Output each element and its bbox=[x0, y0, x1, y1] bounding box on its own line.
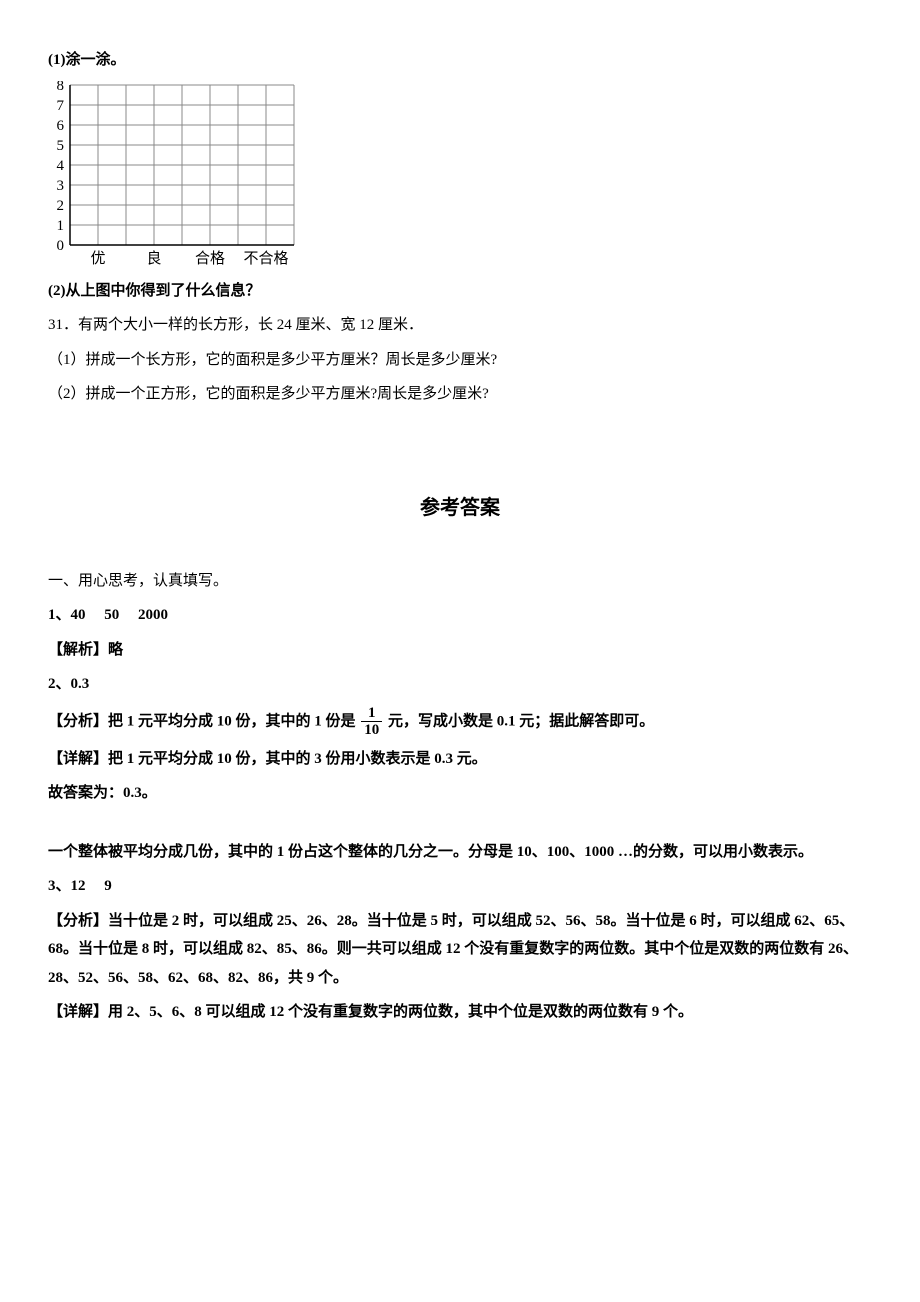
svg-text:2: 2 bbox=[57, 198, 65, 214]
a2-line: 2、0.3 bbox=[48, 670, 872, 699]
a2-ana-pre: 【分析】把 1 元平均分成 10 份，其中的 1 份是 bbox=[48, 713, 356, 729]
a2-detail: 【详解】把 1 元平均分成 10 份，其中的 3 份用小数表示是 0.3 元。 bbox=[48, 745, 872, 774]
note-line: 一个整体被平均分成几份，其中的 1 份占这个整体的几分之一。分母是 10、100… bbox=[48, 838, 872, 867]
a3-analysis: 【分析】当十位是 2 时，可以组成 25、26、28。当十位是 5 时，可以组成… bbox=[48, 907, 872, 993]
q1-label: (1)涂一涂。 bbox=[48, 46, 872, 75]
svg-text:良: 良 bbox=[146, 250, 161, 267]
svg-text:0: 0 bbox=[57, 238, 65, 254]
a1-explain: 【解析】略 bbox=[48, 636, 872, 665]
svg-text:5: 5 bbox=[57, 138, 65, 154]
chart-grid: 8 7 6 5 4 3 2 1 0 优 良 合格 不合格 bbox=[48, 81, 872, 267]
svg-text:1: 1 bbox=[57, 218, 65, 234]
q31-part2: （2）拼成一个正方形，它的面积是多少平方厘米?周长是多少厘米? bbox=[48, 380, 872, 409]
a1-line: 1、40 50 2000 bbox=[48, 601, 872, 630]
a3-line: 3、12 9 bbox=[48, 872, 872, 901]
svg-text:不合格: 不合格 bbox=[243, 250, 288, 267]
q2-label: (2)从上图中你得到了什么信息？ bbox=[48, 277, 872, 306]
svg-text:6: 6 bbox=[57, 118, 65, 134]
q31-part1: （1）拼成一个长方形，它的面积是多少平方厘米？周长是多少厘米? bbox=[48, 346, 872, 375]
a2-ana-post: 元，写成小数是 0.1 元；据此解答即可。 bbox=[388, 713, 654, 729]
fraction-den: 10 bbox=[361, 722, 382, 739]
svg-text:7: 7 bbox=[57, 98, 65, 114]
svg-text:合格: 合格 bbox=[195, 250, 225, 267]
svg-text:8: 8 bbox=[57, 81, 65, 94]
svg-text:3: 3 bbox=[57, 178, 65, 194]
section1-title: 一、用心思考，认真填写。 bbox=[48, 567, 872, 596]
q31-stem: 31．有两个大小一样的长方形，长 24 厘米、宽 12 厘米． bbox=[48, 311, 872, 340]
svg-text:4: 4 bbox=[57, 158, 65, 174]
fraction-1-10: 1 10 bbox=[361, 705, 382, 739]
bar-chart-grid: 8 7 6 5 4 3 2 1 0 优 良 合格 不合格 bbox=[48, 81, 298, 267]
svg-text:优: 优 bbox=[90, 250, 105, 267]
a2-analysis: 【分析】把 1 元平均分成 10 份，其中的 1 份是 1 10 元，写成小数是… bbox=[48, 705, 872, 739]
a3-detail: 【详解】用 2、5、6、8 可以组成 12 个没有重复数字的两位数，其中个位是双… bbox=[48, 998, 872, 1027]
answers-heading: 参考答案 bbox=[48, 489, 872, 527]
a2-so: 故答案为：0.3。 bbox=[48, 779, 872, 808]
fraction-num: 1 bbox=[361, 705, 382, 723]
